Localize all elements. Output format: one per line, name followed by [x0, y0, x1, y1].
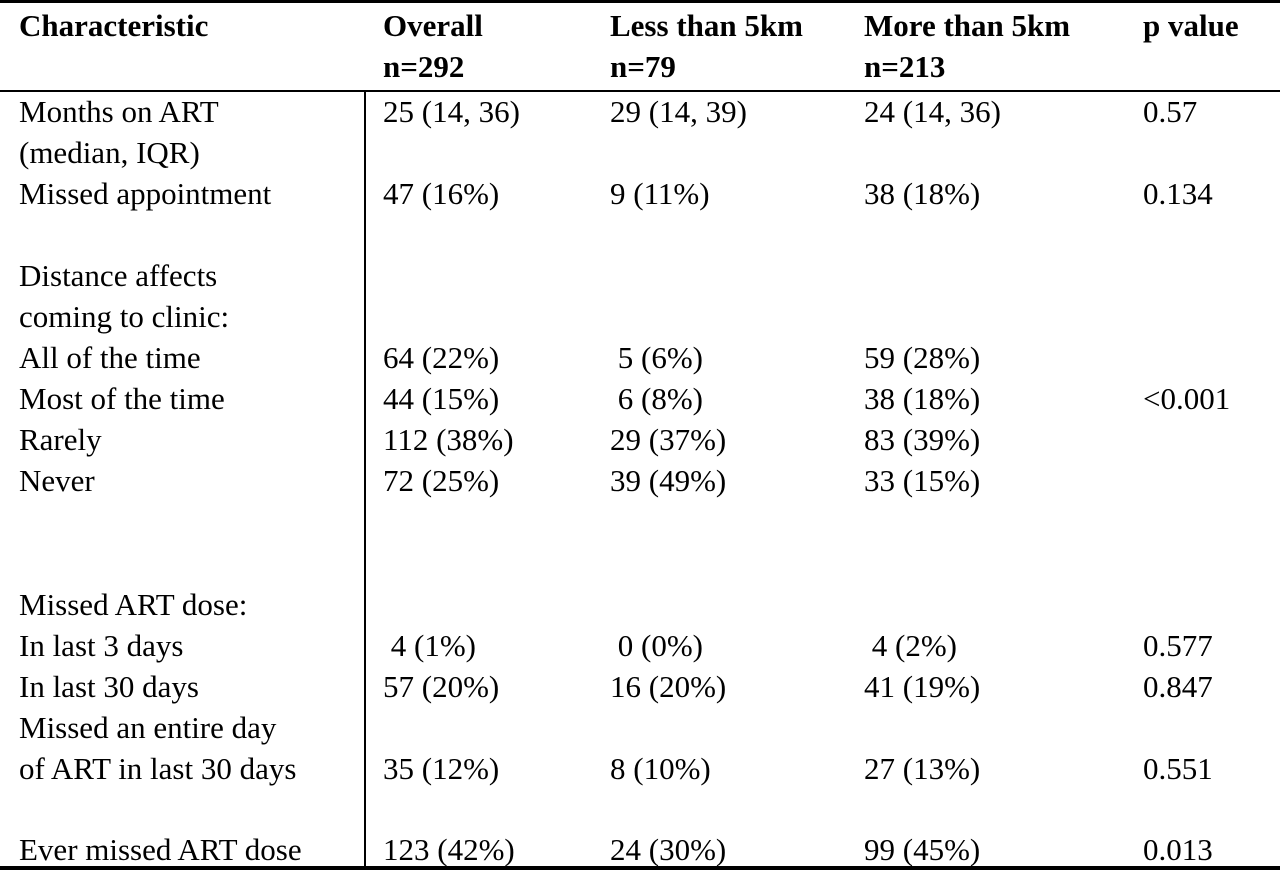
cell-less: 24 (30%): [610, 832, 727, 867]
row-label: Months on ART: [19, 94, 219, 129]
header-p-value: p value: [1143, 8, 1239, 43]
header-more-n: n=213: [864, 49, 946, 84]
cell-less: 0 (0%): [610, 628, 703, 663]
row-label: Missed an entire day: [19, 710, 277, 745]
header-less-than-5km: Less than 5km: [610, 8, 803, 43]
cell-more: 24 (14, 36): [864, 94, 1001, 129]
cell-more: 27 (13%): [864, 751, 981, 786]
cell-p: 0.013: [1143, 832, 1213, 867]
cell-p: 0.134: [1143, 176, 1213, 211]
row-label: (median, IQR): [19, 135, 200, 170]
header-more-than-5km: More than 5km: [864, 8, 1071, 43]
row-label: of ART in last 30 days: [19, 751, 297, 786]
row-label: In last 3 days: [19, 628, 184, 663]
cell-less: 9 (11%): [610, 176, 710, 211]
cell-less: 8 (10%): [610, 751, 711, 786]
header-overall-n: n=292: [383, 49, 465, 84]
bottom-rule: [0, 866, 1280, 870]
row-label: In last 30 days: [19, 669, 199, 704]
cell-overall: 64 (22%): [383, 340, 500, 375]
cell-p: 0.57: [1143, 94, 1198, 129]
cell-less: 29 (14, 39): [610, 94, 747, 129]
cell-more: 99 (45%): [864, 832, 981, 867]
row-label: Never: [19, 463, 95, 498]
top-rule: [0, 0, 1280, 3]
header-overall: Overall: [383, 8, 483, 43]
cell-overall: 4 (1%): [383, 628, 476, 663]
cell-more: 83 (39%): [864, 422, 981, 457]
cell-more: 59 (28%): [864, 340, 981, 375]
cell-p: 0.551: [1143, 751, 1213, 786]
cell-more: 4 (2%): [864, 628, 957, 663]
cell-p: 0.847: [1143, 669, 1213, 704]
row-label: Most of the time: [19, 381, 225, 416]
row-label: Missed ART dose:: [19, 587, 248, 622]
cell-less: 6 (8%): [610, 381, 703, 416]
row-label: coming to clinic:: [19, 299, 230, 334]
header-rule: [0, 90, 1280, 92]
cell-p: 0.577: [1143, 628, 1213, 663]
cell-more: 38 (18%): [864, 381, 981, 416]
cell-overall: 35 (12%): [383, 751, 500, 786]
cell-less: 29 (37%): [610, 422, 727, 457]
cell-overall: 25 (14, 36): [383, 94, 520, 129]
cell-overall: 123 (42%): [383, 832, 515, 867]
header-less-n: n=79: [610, 49, 676, 84]
cell-more: 38 (18%): [864, 176, 981, 211]
cell-overall: 112 (38%): [383, 422, 514, 457]
row-label: Missed appointment: [19, 176, 272, 211]
row-label: Ever missed ART dose: [19, 832, 302, 867]
cell-less: 16 (20%): [610, 669, 727, 704]
row-label: Rarely: [19, 422, 102, 457]
header-characteristic: Characteristic: [19, 8, 209, 43]
cell-overall: 57 (20%): [383, 669, 500, 704]
column-divider: [364, 90, 366, 868]
cell-less: 39 (49%): [610, 463, 727, 498]
cell-less: 5 (6%): [610, 340, 703, 375]
cell-overall: 72 (25%): [383, 463, 500, 498]
cell-more: 33 (15%): [864, 463, 981, 498]
row-label: All of the time: [19, 340, 201, 375]
cell-more: 41 (19%): [864, 669, 981, 704]
cell-overall: 44 (15%): [383, 381, 500, 416]
cell-p: <0.001: [1143, 381, 1231, 416]
cell-overall: 47 (16%): [383, 176, 500, 211]
row-label: Distance affects: [19, 258, 218, 293]
